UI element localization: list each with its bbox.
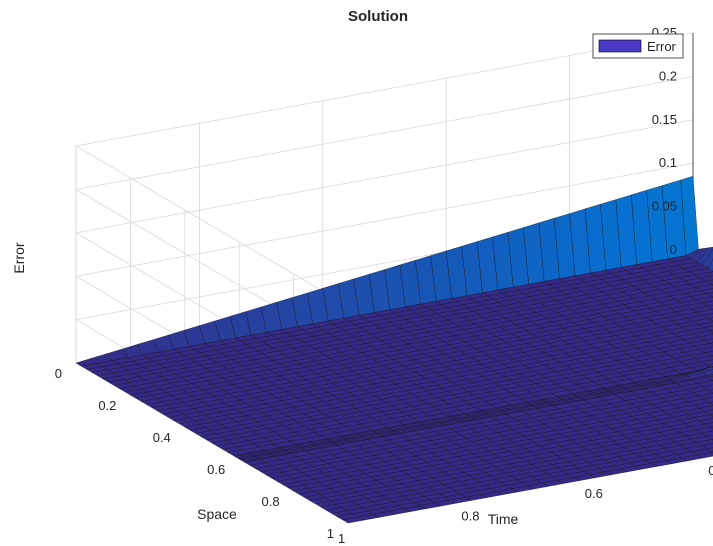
surface-patch: [696, 309, 713, 316]
x-tick-label: 0.4: [153, 430, 171, 445]
surface-patch: [709, 413, 713, 417]
z-tick-label: 0.2: [659, 68, 677, 83]
surface-patch: [704, 422, 713, 428]
surface-patch: [695, 296, 713, 304]
chart-title: Solution: [348, 8, 408, 25]
surface-patch: [705, 292, 713, 298]
surface-patch: [700, 288, 713, 294]
x-tick-label: 0.8: [262, 494, 280, 509]
surface: [75, 175, 713, 524]
surface-patch: [697, 321, 713, 329]
y-tick-label: 1: [338, 531, 345, 546]
surface-patch: [698, 334, 713, 341]
z-tick-label: 0: [670, 242, 677, 257]
surface-patch: [692, 389, 713, 397]
surface-patch: [704, 338, 713, 344]
surface-patch: [696, 246, 713, 266]
surface-patch: [695, 439, 713, 446]
surface-patch: [703, 368, 713, 376]
x-tick-label: 0.2: [98, 398, 116, 413]
surface-patch: [693, 330, 713, 338]
legend-swatch: [598, 39, 642, 53]
surface-patch: [692, 318, 713, 325]
surface-patch: [706, 304, 713, 310]
x-tick-label: 0.6: [207, 462, 225, 477]
x-tick-label: 1: [327, 526, 334, 541]
z-axis-label: Error: [11, 242, 27, 273]
x-tick-label: 0: [55, 366, 62, 381]
x-axis-label: Space: [197, 506, 237, 522]
surface-patch: [709, 342, 713, 346]
surface-patch: [700, 430, 713, 437]
y-axis-label: Time: [488, 511, 519, 527]
y-tick-label: 0.4: [708, 463, 713, 478]
surface-patch: [701, 300, 713, 307]
surface-patch: [705, 374, 713, 378]
surface-patch: [696, 451, 713, 459]
y-tick-label: 0.6: [585, 486, 603, 501]
surface-patch: [707, 258, 713, 272]
surface-patch: [701, 366, 713, 373]
surface-patch: [694, 414, 713, 422]
surface-patch: [700, 359, 713, 366]
surface-patch: [706, 447, 713, 453]
surface-patch: [707, 317, 713, 322]
tick-labels: 00.050.10.150.20.2500.20.40.60.8100.20.4…: [55, 25, 713, 546]
z-tick-label: 0.1: [659, 155, 677, 170]
surface-patch: [705, 434, 713, 440]
surface-patch: [704, 351, 713, 357]
surface-patch: [697, 392, 713, 400]
surface-patch: [703, 325, 713, 332]
surface-patch: [688, 268, 713, 276]
surface-patch: [696, 380, 713, 387]
grid-line: [74, 32, 694, 307]
grid-line: [74, 76, 694, 350]
z-tick-label: 0.05: [652, 199, 677, 214]
legend-entry-error: Error: [647, 39, 677, 54]
y-tick-label: 0.8: [461, 508, 479, 523]
surface-patch: [698, 405, 713, 412]
legend: Error: [592, 33, 684, 59]
surface-patch: [699, 346, 713, 353]
surface-patch: [702, 313, 713, 319]
surface-patch: [707, 388, 713, 393]
surface-patch: [701, 443, 713, 450]
surface-patch: [703, 397, 713, 403]
surface-patch: [703, 409, 713, 415]
surface-patch: [706, 375, 713, 381]
surface-patch: [693, 402, 713, 409]
surface-patch: [705, 279, 713, 285]
surface-patch: [702, 384, 713, 391]
surface-patch: [699, 418, 713, 425]
z-tick-label: 0.15: [652, 112, 677, 127]
